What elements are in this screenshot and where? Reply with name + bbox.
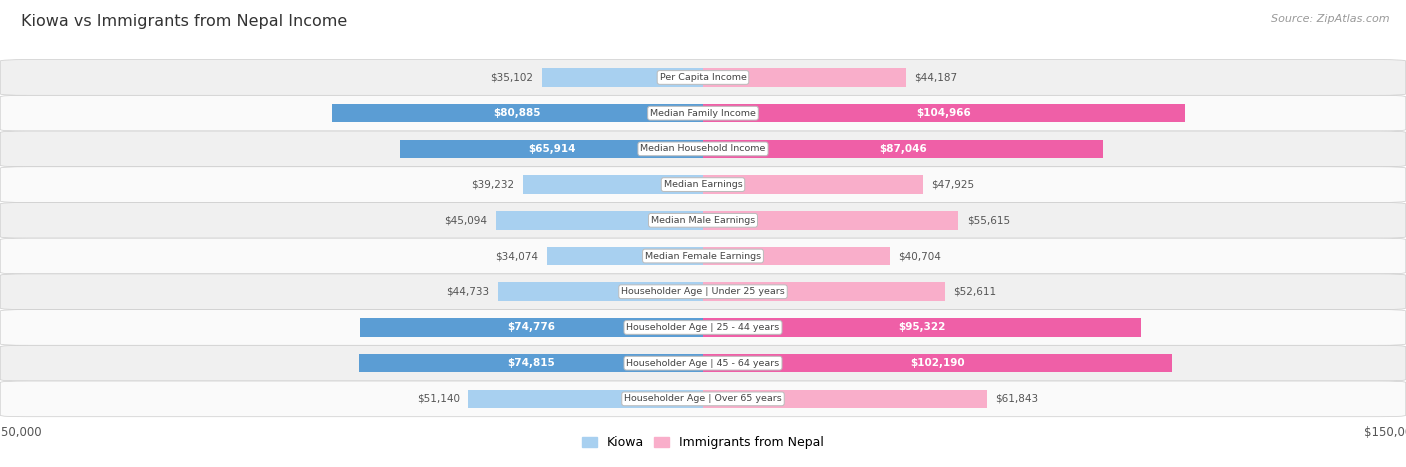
Text: $74,776: $74,776 xyxy=(508,322,555,333)
Text: Median Female Earnings: Median Female Earnings xyxy=(645,252,761,261)
Bar xyxy=(703,140,1102,158)
FancyBboxPatch shape xyxy=(0,238,1406,274)
Text: Median Household Income: Median Household Income xyxy=(640,144,766,153)
Bar xyxy=(703,318,1140,337)
FancyBboxPatch shape xyxy=(0,381,1406,417)
FancyBboxPatch shape xyxy=(0,131,1406,167)
Bar xyxy=(496,211,703,230)
FancyBboxPatch shape xyxy=(0,60,1406,95)
Text: $45,094: $45,094 xyxy=(444,215,488,225)
Bar xyxy=(360,354,703,373)
Bar xyxy=(703,354,1173,373)
Text: $55,615: $55,615 xyxy=(967,215,1010,225)
FancyBboxPatch shape xyxy=(0,95,1406,131)
Text: Median Male Earnings: Median Male Earnings xyxy=(651,216,755,225)
Text: Per Capita Income: Per Capita Income xyxy=(659,73,747,82)
Text: $44,733: $44,733 xyxy=(446,287,489,297)
Text: Median Earnings: Median Earnings xyxy=(664,180,742,189)
Text: $80,885: $80,885 xyxy=(494,108,541,118)
Bar xyxy=(332,104,703,122)
Text: $47,925: $47,925 xyxy=(931,180,974,190)
Text: Median Family Income: Median Family Income xyxy=(650,109,756,118)
FancyBboxPatch shape xyxy=(0,345,1406,381)
Text: $95,322: $95,322 xyxy=(898,322,946,333)
Bar xyxy=(703,283,945,301)
FancyBboxPatch shape xyxy=(0,310,1406,345)
Text: $51,140: $51,140 xyxy=(416,394,460,404)
Text: $40,704: $40,704 xyxy=(898,251,941,261)
Text: $74,815: $74,815 xyxy=(508,358,555,368)
Text: Householder Age | Over 65 years: Householder Age | Over 65 years xyxy=(624,394,782,403)
Bar xyxy=(468,389,703,408)
Text: $35,102: $35,102 xyxy=(491,72,533,83)
Text: Source: ZipAtlas.com: Source: ZipAtlas.com xyxy=(1271,14,1389,24)
Text: $61,843: $61,843 xyxy=(995,394,1039,404)
Legend: Kiowa, Immigrants from Nepal: Kiowa, Immigrants from Nepal xyxy=(576,431,830,454)
Bar xyxy=(360,318,703,337)
Text: $87,046: $87,046 xyxy=(879,144,927,154)
Text: $52,611: $52,611 xyxy=(953,287,995,297)
FancyBboxPatch shape xyxy=(0,167,1406,203)
Bar xyxy=(498,283,703,301)
Bar xyxy=(703,211,959,230)
Text: Kiowa vs Immigrants from Nepal Income: Kiowa vs Immigrants from Nepal Income xyxy=(21,14,347,29)
Text: $44,187: $44,187 xyxy=(914,72,957,83)
Bar xyxy=(401,140,703,158)
Bar xyxy=(703,104,1185,122)
Text: $65,914: $65,914 xyxy=(527,144,575,154)
Bar xyxy=(703,389,987,408)
Bar xyxy=(523,175,703,194)
Text: Householder Age | 25 - 44 years: Householder Age | 25 - 44 years xyxy=(627,323,779,332)
FancyBboxPatch shape xyxy=(0,274,1406,310)
Text: $34,074: $34,074 xyxy=(495,251,538,261)
Bar xyxy=(703,68,905,87)
Text: Householder Age | Under 25 years: Householder Age | Under 25 years xyxy=(621,287,785,296)
Text: $102,190: $102,190 xyxy=(910,358,965,368)
Text: $39,232: $39,232 xyxy=(471,180,515,190)
Bar xyxy=(547,247,703,265)
Text: Householder Age | 45 - 64 years: Householder Age | 45 - 64 years xyxy=(627,359,779,368)
Bar xyxy=(541,68,703,87)
Text: $104,966: $104,966 xyxy=(917,108,972,118)
Bar xyxy=(703,247,890,265)
FancyBboxPatch shape xyxy=(0,203,1406,238)
Bar xyxy=(703,175,924,194)
